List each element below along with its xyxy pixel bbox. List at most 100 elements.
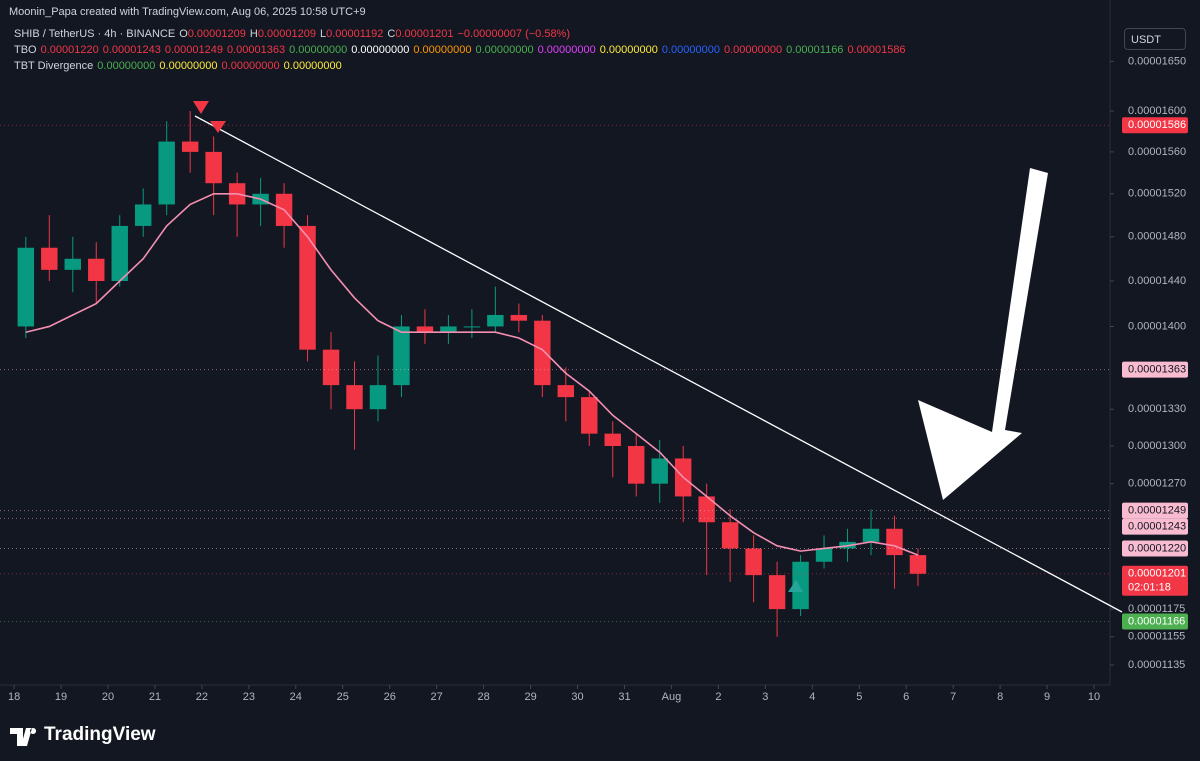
legend-text: 0.00000000 <box>724 44 783 56</box>
candle-body <box>721 522 739 549</box>
legend-text: 0.00001249 <box>164 44 223 56</box>
candle-body <box>393 326 410 386</box>
candle-body <box>651 458 668 484</box>
legend-text: 0.00001209 <box>257 28 316 40</box>
legend-text: 0.00000000 <box>221 60 280 72</box>
x-tick-label: 22 <box>196 691 208 703</box>
price-badge-label: 0.00001201 <box>1128 568 1186 580</box>
chart: 0.00001650 0.00001600 0.00001560 0.00001520… <box>0 0 1200 712</box>
x-tick-label: 4 <box>809 691 815 703</box>
candle-body <box>299 225 316 350</box>
candle-body <box>181 141 199 152</box>
candle-body <box>886 528 903 556</box>
logo <box>10 728 37 746</box>
legend-line: TBT Divergence 0.00000000 0.00000000 0.0000… <box>14 58 910 74</box>
candle-body <box>88 258 105 282</box>
y-tick-label: 0.00001560 <box>1128 146 1186 158</box>
legend-text: L <box>319 28 327 40</box>
legend-line: TBO 0.00001220 0.00001243 0.00001249 0.00001… <box>14 42 910 58</box>
candle-body <box>64 258 81 270</box>
plot <box>17 111 927 637</box>
x-tick-label: 21 <box>149 691 161 703</box>
legend-text: 0.00000000 <box>599 44 658 56</box>
price-badge <box>1122 565 1188 596</box>
legend-text: 0.00000000 <box>475 44 534 56</box>
x-tick-label: 6 <box>903 691 909 703</box>
x-tick-label: 24 <box>290 691 302 703</box>
legend-text: 0.00001363 <box>227 44 286 56</box>
candle-body <box>745 548 762 576</box>
x-tick-label: 5 <box>856 691 862 703</box>
legend-line: SHIB / TetherUS · 4h · BINANCE O0.0000120… <box>14 26 910 42</box>
signal-marker <box>788 580 803 592</box>
legend-text: 0.00000000 <box>283 60 342 72</box>
legend-text: 0.00000000 <box>351 44 410 56</box>
price-badge <box>1122 361 1188 378</box>
legend-text: TBO <box>14 44 37 56</box>
candle-body <box>369 385 387 410</box>
price-badge <box>1122 117 1188 134</box>
candle-body <box>581 397 598 434</box>
footer: TradingView <box>0 712 1200 761</box>
x-tick-label: 28 <box>478 691 490 703</box>
price-badge-label: 0.00001586 <box>1128 119 1186 131</box>
candle-body <box>487 314 504 327</box>
currency-button[interactable]: USDT <box>1124 28 1186 50</box>
candle-body <box>862 528 880 542</box>
price-badge <box>1122 540 1188 557</box>
legend-text: 0.00001209 <box>187 28 246 40</box>
y-tick-label: 0.00001135 <box>1128 659 1185 671</box>
x-tick-label: 3 <box>762 691 768 703</box>
signal-marker <box>210 121 226 133</box>
price-badge <box>1122 613 1188 630</box>
candle-body <box>698 496 715 523</box>
trend-line <box>194 115 1123 613</box>
price-countdown: 02:01:18 <box>1128 582 1171 594</box>
legend-text: H <box>249 28 258 40</box>
legend-text: 0.00000000 <box>537 44 596 56</box>
x-tick-label: 25 <box>337 691 349 703</box>
x-tick-label: 2 <box>715 691 721 703</box>
candle-body <box>628 446 645 484</box>
candle-body <box>909 555 927 574</box>
x-tick-label: 7 <box>950 691 956 703</box>
x-tick-label: 27 <box>431 691 443 703</box>
legend-text: 0.00001243 <box>102 44 161 56</box>
legend-text: C <box>387 28 396 40</box>
price-badge-label: 0.00001243 <box>1128 520 1186 532</box>
x-tick-label: 30 <box>571 691 583 703</box>
legend-text: −0.00000007 (−0.58%) <box>457 28 571 40</box>
price-badge <box>1122 518 1188 535</box>
y-tick-label: 0.00001155 <box>1128 631 1185 643</box>
y-tick-label: 0.00001400 <box>1128 320 1186 332</box>
y-tick-label: 0.00001300 <box>1128 440 1186 452</box>
price-badge-label: 0.00001220 <box>1128 542 1186 554</box>
candle-body <box>510 314 528 321</box>
x-tick-label: 18 <box>8 691 20 703</box>
legend-text: 0.00000000 <box>413 44 472 56</box>
candle-body <box>534 320 551 386</box>
x-tick-label: 26 <box>384 691 396 703</box>
candle-body <box>440 326 457 333</box>
legend-text: O <box>179 28 188 40</box>
candle-body <box>815 548 833 562</box>
price-badge-label: 0.00001166 <box>1128 615 1185 627</box>
legend-text: 0.00001220 <box>40 44 99 56</box>
price-badge-label: 0.00001249 <box>1128 504 1186 516</box>
chart-bg <box>0 0 1200 712</box>
legend-text: TBT Divergence <box>14 60 94 72</box>
candle-body <box>158 141 175 205</box>
price-badge <box>1122 502 1188 519</box>
y-tick-label: 0.00001480 <box>1128 231 1186 243</box>
legend-text: 0.00001192 <box>326 28 384 40</box>
y-tick-label: 0.00001175 <box>1128 603 1185 615</box>
y-tick-label: 0.00001650 <box>1128 55 1186 67</box>
legend: SHIB / TetherUS · 4h · BINANCE O0.0000120… <box>14 26 910 74</box>
y-tick-label: 0.00001600 <box>1128 105 1186 117</box>
credit: Moonin_Papa created with TradingView.com… <box>9 6 366 18</box>
x-tick-label: Aug <box>662 691 682 703</box>
candle-body <box>557 385 575 398</box>
candle-body <box>111 225 128 282</box>
x-tick-label: 31 <box>618 691 630 703</box>
candle-body <box>17 247 35 327</box>
